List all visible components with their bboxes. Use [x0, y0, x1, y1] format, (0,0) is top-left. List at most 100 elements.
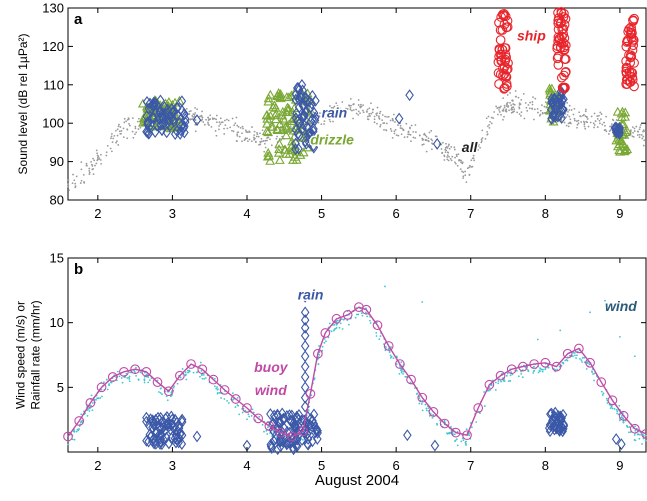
panel-a-all-point — [341, 101, 344, 103]
panel-b-wind-point — [75, 430, 78, 433]
panel-b-wind-point — [559, 329, 562, 332]
panel-a-all-point — [137, 117, 140, 120]
panel-b-wind-point — [622, 421, 625, 424]
panel-b-rain-marker — [148, 421, 157, 434]
panel-a-all-point — [88, 170, 91, 172]
panel-a-rain-marker — [309, 123, 318, 135]
panel-a-all-point — [450, 159, 453, 162]
panel-a-all-point — [118, 130, 121, 133]
panel-a-all-point — [480, 140, 483, 142]
panel-b-buoy-wind-marker — [641, 429, 647, 439]
panel-a-all-point — [544, 101, 547, 104]
panel-b-wind-point — [425, 407, 428, 410]
panel-b-buoy-wind-marker — [219, 385, 230, 395]
panel-a-all-point — [531, 103, 534, 106]
panel-a-all-point — [508, 109, 511, 112]
panel-a-ship-marker — [496, 56, 507, 66]
panel-a-series-rain — [142, 78, 624, 156]
panel-a-all-point — [114, 129, 117, 132]
panel-b-wind-point — [387, 348, 390, 351]
panel-a-rain-marker — [164, 114, 174, 127]
panel-a-all-point — [96, 154, 99, 157]
panel-b-buoy-wind-marker — [551, 361, 562, 372]
panel-a-all-point — [189, 110, 192, 112]
panel-b-wind-point — [419, 399, 422, 402]
panel-b-rain-marker — [192, 430, 202, 443]
panel-a-all-point — [504, 110, 507, 112]
panel-a-rain-marker — [614, 123, 623, 136]
panel-a-all-point — [513, 103, 516, 106]
panel-a-drizzle-marker — [291, 146, 302, 156]
panel-a-all-point — [67, 179, 70, 181]
panel-a-all-point — [638, 128, 641, 131]
panel-a-all-point — [72, 173, 74, 176]
panel-a-all-point — [223, 133, 226, 135]
panel-a-ship-marker — [556, 17, 566, 27]
panel-a-y-tick-label: 80 — [50, 193, 64, 208]
panel-a-all-point — [539, 113, 542, 116]
panel-a-rain-marker — [142, 110, 152, 123]
panel-a-ship-marker — [502, 81, 512, 92]
panel-a-all-point — [219, 123, 222, 126]
panel-a-all-point — [88, 173, 91, 176]
panel-a-all-point — [448, 147, 451, 150]
panel-a-all-point — [120, 130, 123, 132]
panel-b-rain-marker — [300, 350, 310, 363]
panel-b-wind-point — [223, 398, 226, 400]
panel-a-x-tick-label: 7 — [467, 206, 474, 221]
panel-a-all-point — [583, 113, 585, 116]
panel-a-rain-marker — [156, 119, 165, 132]
panel-a-drizzle-marker — [290, 94, 301, 104]
panel-a-all-point — [500, 113, 502, 116]
panel-b-wind-point — [639, 434, 641, 436]
panel-a-drizzle-marker — [262, 109, 272, 119]
panel-a-all-point — [629, 129, 632, 132]
panel-b-wind-point — [231, 392, 234, 395]
panel-b-wind-point — [90, 394, 93, 397]
panel-b-wind-point — [185, 378, 188, 381]
panel-b-wind-point — [81, 419, 84, 422]
panel-b-wind-point — [73, 438, 76, 441]
panel-a-all-point — [118, 123, 120, 126]
panel-a-all-point — [513, 108, 516, 111]
panel-b-wind-point — [636, 433, 639, 436]
panel-a-all-point — [213, 117, 216, 120]
panel-b-wind-point — [460, 440, 463, 443]
panel-b-wind-point — [604, 299, 606, 302]
panel-a-all-point — [335, 110, 338, 112]
panel-a-rain-marker — [293, 115, 302, 128]
panel-a-all-point — [579, 115, 582, 118]
panel-b-buoy-wind-marker — [130, 364, 140, 375]
panel-a-drizzle-marker — [264, 150, 275, 160]
panel-b-wind-point — [626, 425, 628, 427]
panel-a-ship-marker — [559, 33, 570, 43]
panel-a-all-point — [457, 153, 460, 156]
panel-a-rain-marker — [298, 84, 307, 97]
panel-b-wind-point — [500, 380, 502, 383]
panel-b-wind-point — [87, 408, 90, 410]
panel-a-all-point — [446, 151, 449, 154]
panel-a-all-point — [456, 164, 459, 167]
panel-b-wind-point — [618, 335, 621, 338]
panel-b-buoy-wind-marker — [298, 426, 308, 437]
panel-b-wind-point — [389, 356, 392, 359]
panel-a-all-point — [631, 135, 634, 138]
panel-a-all-point — [215, 114, 218, 117]
panel-a-all-point — [600, 113, 603, 115]
panel-b-wind-point — [634, 425, 637, 428]
panel-a-all-point — [110, 137, 112, 140]
panel-a-ship-marker — [626, 51, 637, 62]
panel-b-rain-marker — [303, 437, 312, 450]
panel-b-wind-point — [641, 443, 643, 445]
panel-b-wind-point — [161, 393, 163, 395]
panel-a-rain-marker — [547, 112, 556, 125]
panel-a-all-point — [73, 179, 76, 182]
panel-a-all-point — [441, 141, 444, 144]
panel-b-wind-point — [218, 391, 221, 394]
panel-a-ship-marker — [495, 49, 506, 60]
panel-b-buoy-wind-marker — [331, 313, 342, 324]
panel-a-all-point — [599, 122, 601, 125]
panel-b-wind-point — [402, 372, 404, 375]
panel-a-all-point — [533, 118, 535, 121]
panel-a-all-point — [322, 115, 325, 118]
